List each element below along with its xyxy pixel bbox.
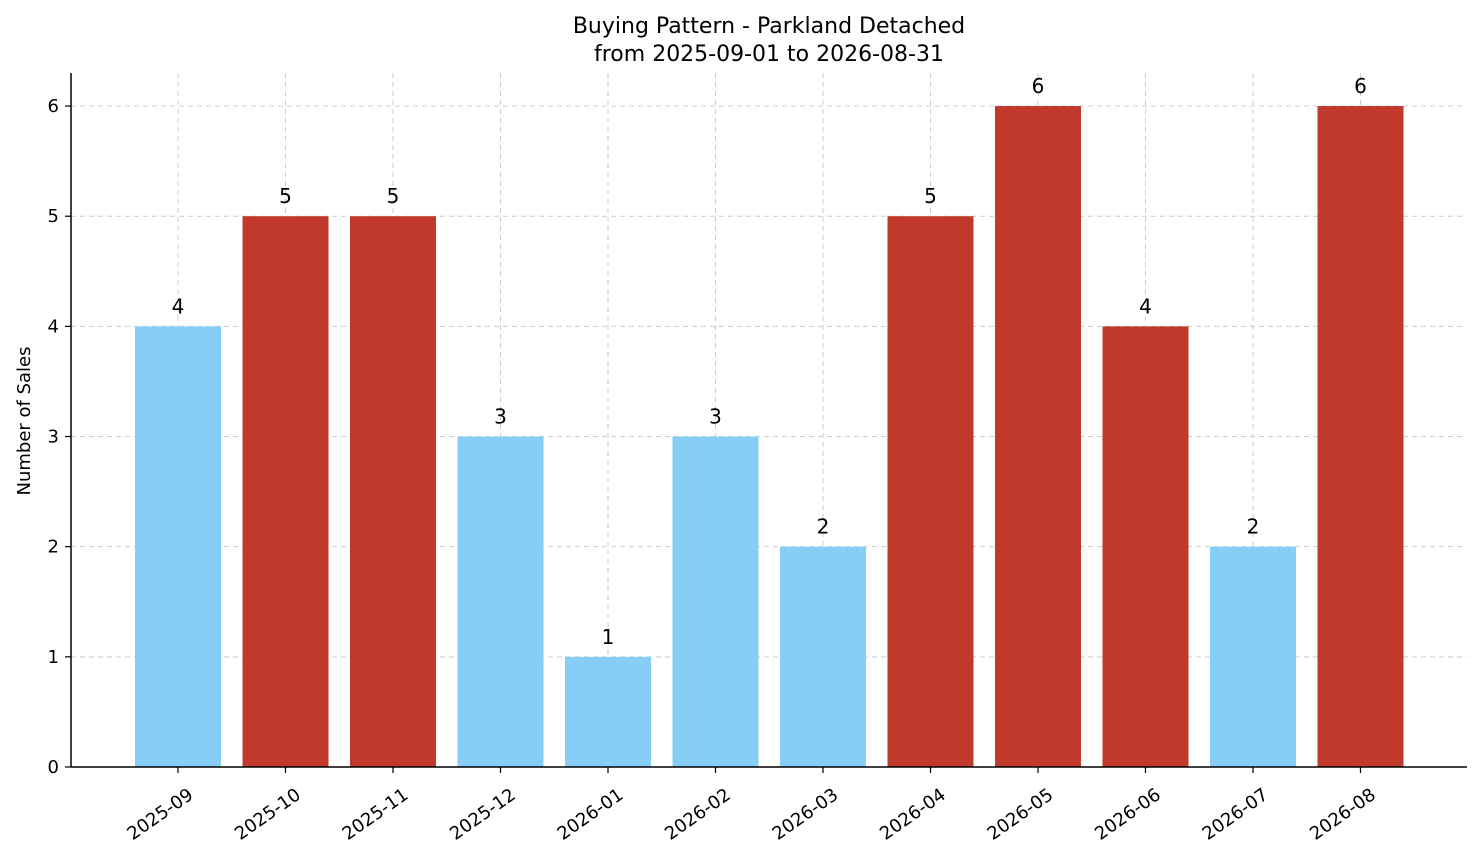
data-label-2026-05: 6 (1032, 74, 1045, 98)
x-tick-label: 2026-01 (554, 784, 628, 844)
bar-2025-09 (135, 326, 221, 767)
data-label-2026-08: 6 (1354, 74, 1367, 98)
bar-2026-05 (995, 106, 1081, 768)
y-ticks: 0 1 2 3 4 5 6 (48, 96, 71, 778)
data-label-2026-01: 1 (602, 625, 615, 649)
data-label-2025-10: 5 (279, 184, 292, 208)
x-tick-label: 2026-08 (1306, 784, 1380, 844)
y-tick-label: 6 (48, 96, 59, 117)
bar-2025-10 (242, 216, 329, 767)
bar-2026-02 (672, 436, 759, 767)
bar-2026-08 (1317, 106, 1404, 768)
axes (70, 73, 1467, 768)
y-tick-label: 4 (48, 316, 59, 337)
bar-2026-07 (1210, 546, 1296, 767)
x-tick-label: 2025-09 (124, 784, 198, 844)
data-label-2025-12: 3 (494, 405, 507, 429)
data-label-2025-09: 4 (172, 294, 185, 318)
data-label-2025-11: 5 (387, 184, 400, 208)
bar-2026-06 (1102, 326, 1189, 767)
chart-subtitle: from 2025-09-01 to 2026-08-31 (594, 42, 944, 67)
data-label-2026-02: 3 (709, 405, 722, 429)
x-tick-label: 2026-07 (1199, 784, 1273, 844)
data-label-2026-06: 4 (1139, 294, 1152, 318)
x-tick-label: 2025-10 (231, 784, 305, 844)
x-tick-label: 2026-05 (984, 784, 1058, 844)
chart-title: Buying Pattern - Parkland Detached (573, 14, 965, 39)
data-labels: 4 5 5 3 1 3 2 5 6 4 2 6 (172, 74, 1367, 649)
bar-2026-01 (565, 656, 651, 767)
x-tick-label: 2026-04 (876, 784, 950, 844)
bar-2025-11 (350, 216, 436, 767)
bar-2025-12 (457, 436, 544, 767)
data-label-2026-04: 5 (924, 184, 937, 208)
y-tick-label: 5 (48, 206, 59, 227)
x-tick-label: 2025-11 (339, 784, 413, 844)
x-tick-label: 2026-03 (769, 784, 843, 844)
y-tick-label: 2 (48, 537, 59, 558)
x-tick-label: 2026-06 (1091, 784, 1165, 844)
x-ticks: 2025-09 2025-10 2025-11 2025-12 2026-01 2026-… (124, 767, 1380, 845)
data-label-2026-07: 2 (1247, 515, 1260, 539)
x-tick-label: 2026-02 (661, 784, 735, 844)
bar-2026-04 (887, 216, 974, 767)
y-tick-label: 1 (48, 647, 59, 668)
y-tick-label: 0 (48, 757, 59, 778)
y-axis-label: Number of Sales (14, 346, 35, 495)
bars (135, 106, 1404, 768)
x-tick-label: 2025-12 (446, 784, 520, 844)
data-label-2026-03: 2 (817, 515, 830, 539)
y-tick-label: 3 (48, 427, 59, 448)
bar-2026-03 (780, 546, 866, 767)
